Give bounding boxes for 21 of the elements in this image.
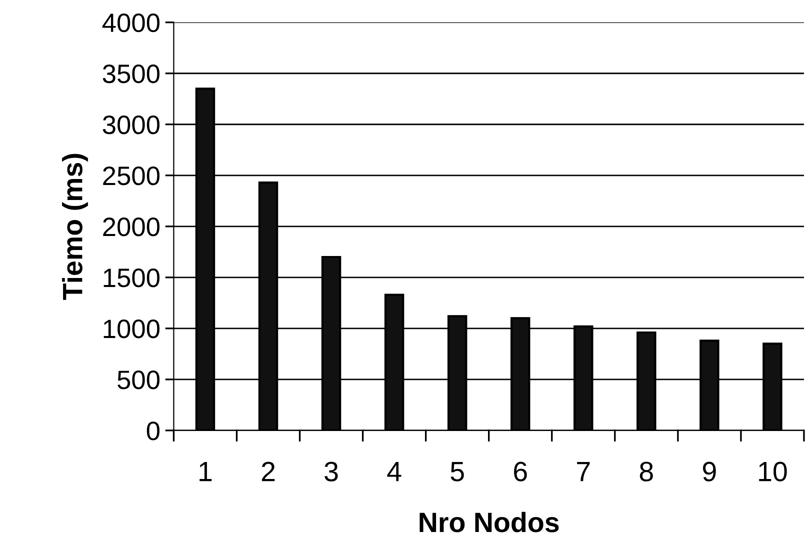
x-tick-label: 1 bbox=[200, 462, 212, 482]
y-tick-label: 2500 bbox=[103, 166, 160, 186]
y-tick-label: 0 bbox=[146, 422, 160, 440]
y-tick-label: 1000 bbox=[104, 320, 160, 338]
y-tick-label: 2000 bbox=[103, 218, 160, 236]
x-tick-label: 5 bbox=[450, 462, 464, 482]
x-tick-label: 2 bbox=[262, 462, 275, 482]
x-tick-label: 10 bbox=[759, 462, 787, 482]
y-tick-label: 3000 bbox=[102, 116, 160, 134]
x-tick-label: 3 bbox=[324, 462, 338, 482]
x-tick-label: 6 bbox=[514, 462, 527, 482]
x-tick-label: 7 bbox=[577, 462, 590, 482]
x-tick-label: 8 bbox=[640, 462, 653, 482]
x-tick-label: 9 bbox=[703, 462, 716, 482]
y-tick-label: 4000 bbox=[102, 13, 160, 32]
y-tick-label: 3500 bbox=[102, 64, 160, 84]
x-axis-title: Nro Nodos bbox=[420, 512, 559, 532]
y-axis-title: Tiemo (ms) bbox=[62, 154, 88, 300]
x-tick-label: 4 bbox=[387, 462, 402, 482]
y-tick-label: 1500 bbox=[104, 268, 160, 288]
y-tick-label: 500 bbox=[118, 370, 160, 390]
